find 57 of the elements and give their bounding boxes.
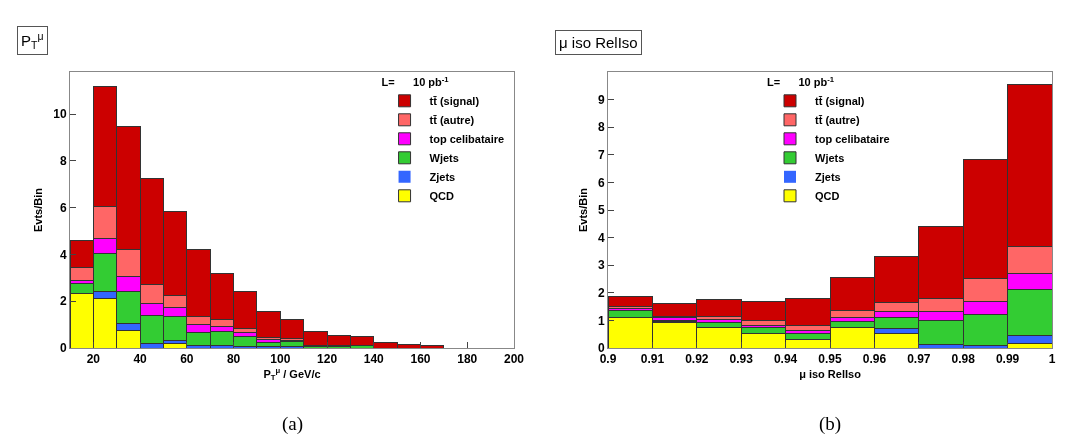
x-tick-label: 60 [180,352,194,367]
y-tick-label: 1 [597,313,605,328]
y-axis-title: Evts/Bin [576,187,589,233]
legend-label: top celibataire [429,133,505,146]
y-tick-label: 3 [597,258,605,273]
x-tick-label: 0.95 [818,352,842,367]
legend-label: Wjets [429,152,459,165]
x-tick-label: 0.91 [640,352,665,367]
x-tick-label: 0.96 [862,352,887,367]
y-tick-label: 5 [597,203,605,218]
x-tick-label: 140 [363,352,385,367]
y-tick-label: 6 [59,200,67,215]
legend-label: Zjets [429,171,456,184]
legend-title: L= 10 pb$^{-1}$ [767,74,835,89]
y-tick-label: 10 [53,107,67,122]
x-axis-title: P$_{T}$$^{μ}$ / GeV/c [263,366,321,383]
x-tick-label: 20 [86,352,101,367]
y-axis-title: Evts/Bin [31,187,44,233]
x-tick-label: 180 [457,352,478,367]
x-axis-title: μ iso RelIso [799,367,862,380]
x-tick-label: 160 [410,352,431,367]
x-tick-label: 40 [133,352,148,367]
y-tick-label: 0 [59,341,67,356]
legend-title: L= 10 pb$^{-1}$ [381,74,450,89]
y-tick-label: 9 [597,92,605,107]
x-tick-label: 1 [1048,352,1056,367]
legend-label: tt̄ (autre) [815,114,860,127]
legend-label: Wjets [815,152,845,165]
y-tick-label: 7 [597,148,605,162]
x-tick-label: 0.9 [599,352,617,367]
y-tick-label: 8 [597,120,605,135]
y-tick-label: 4 [597,230,605,245]
x-tick-label: 0.93 [729,352,754,367]
legend-label: Zjets [815,171,841,184]
y-tick-label: 4 [59,247,67,262]
x-tick-label: 200 [503,352,525,367]
legend-label: tt̄ (signal) [815,95,865,108]
y-tick-label: 2 [59,294,67,309]
chart-title: μ iso RelIso [559,34,638,51]
y-tick-label: 2 [597,286,605,300]
y-tick-label: 8 [59,154,67,169]
text: (b) [819,413,842,435]
x-tick-label: 0.98 [951,352,976,367]
x-tick-label: 100 [270,352,291,367]
y-tick-label: 6 [597,175,605,190]
legend-label: tt̄ (signal) [429,95,480,108]
x-tick-label: 0.97 [907,352,931,367]
x-tick-label: 0.99 [995,352,1020,367]
x-tick-label: 0.94 [773,352,798,367]
x-tick-label: 0.92 [685,352,709,367]
x-tick-label: 80 [226,352,241,367]
x-tick-label: 120 [317,352,338,367]
legend-label: QCD [815,190,840,203]
legend-label: tt̄ (autre) [429,114,475,127]
legend-label: top celibataire [815,133,890,146]
text: (a) [282,413,304,435]
legend-label: QCD [429,190,455,203]
